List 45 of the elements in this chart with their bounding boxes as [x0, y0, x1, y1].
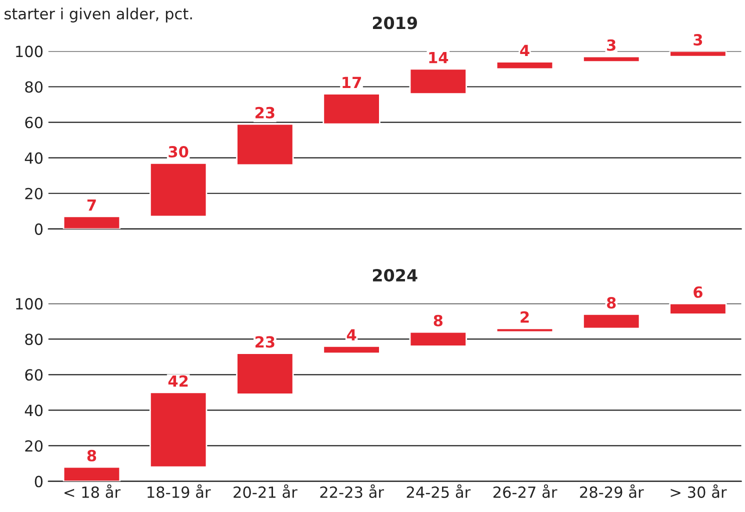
- chart-title: 2019: [372, 16, 417, 30]
- x-tick-label: < 18 år: [64, 484, 121, 498]
- x-tick-label: > 30 år: [670, 484, 727, 498]
- y-tick-label: 100: [16, 46, 43, 58]
- y-tick-label: 80: [25, 334, 43, 346]
- y-tick-label: 0: [34, 223, 43, 235]
- data-label: 17: [342, 76, 361, 88]
- x-tick-label: 20-21 år: [234, 484, 298, 498]
- data-label: 30: [168, 146, 188, 158]
- x-tick-label: 18-19 år: [148, 484, 211, 498]
- y-tick-label: 0: [34, 476, 43, 488]
- y-tick-label: 20: [25, 188, 43, 200]
- data-label: 2: [520, 311, 529, 323]
- bar: [409, 331, 467, 347]
- data-label: 23: [256, 106, 274, 118]
- y-tick-label: 60: [25, 116, 43, 128]
- data-label: 23: [256, 336, 274, 348]
- y-tick-label: 40: [24, 152, 43, 164]
- bar: [669, 304, 727, 315]
- y-tick-label: 80: [25, 81, 43, 93]
- bar: [496, 328, 554, 333]
- data-label: 8: [87, 450, 96, 462]
- x-tick-label: 22-23 år: [320, 484, 384, 498]
- data-label: 4: [520, 44, 530, 56]
- bar: [62, 466, 121, 482]
- data-label: 6: [694, 286, 702, 298]
- data-label: 14: [429, 52, 448, 64]
- data-label: 3: [607, 39, 616, 51]
- y-tick-label: 40: [24, 404, 43, 416]
- data-label: 8: [606, 297, 616, 309]
- y-tick-label: 100: [16, 298, 43, 310]
- x-tick-label: 24-25 år: [406, 484, 471, 498]
- bar: [62, 216, 121, 229]
- y-tick-label: 60: [25, 369, 43, 381]
- data-label: 8: [434, 314, 443, 326]
- chart-title: 2024: [372, 268, 418, 282]
- x-tick-label: 28-29 år: [580, 484, 644, 498]
- data-label: 3: [694, 34, 702, 46]
- y-tick-label: 20: [25, 440, 43, 452]
- data-label: 42: [168, 375, 188, 387]
- data-label: 7: [87, 199, 96, 211]
- x-tick-label: 26-27 år: [493, 484, 558, 498]
- text: starter i given alder, pct.: [4, 8, 192, 22]
- bar: [669, 51, 727, 58]
- data-label: 4: [346, 329, 356, 340]
